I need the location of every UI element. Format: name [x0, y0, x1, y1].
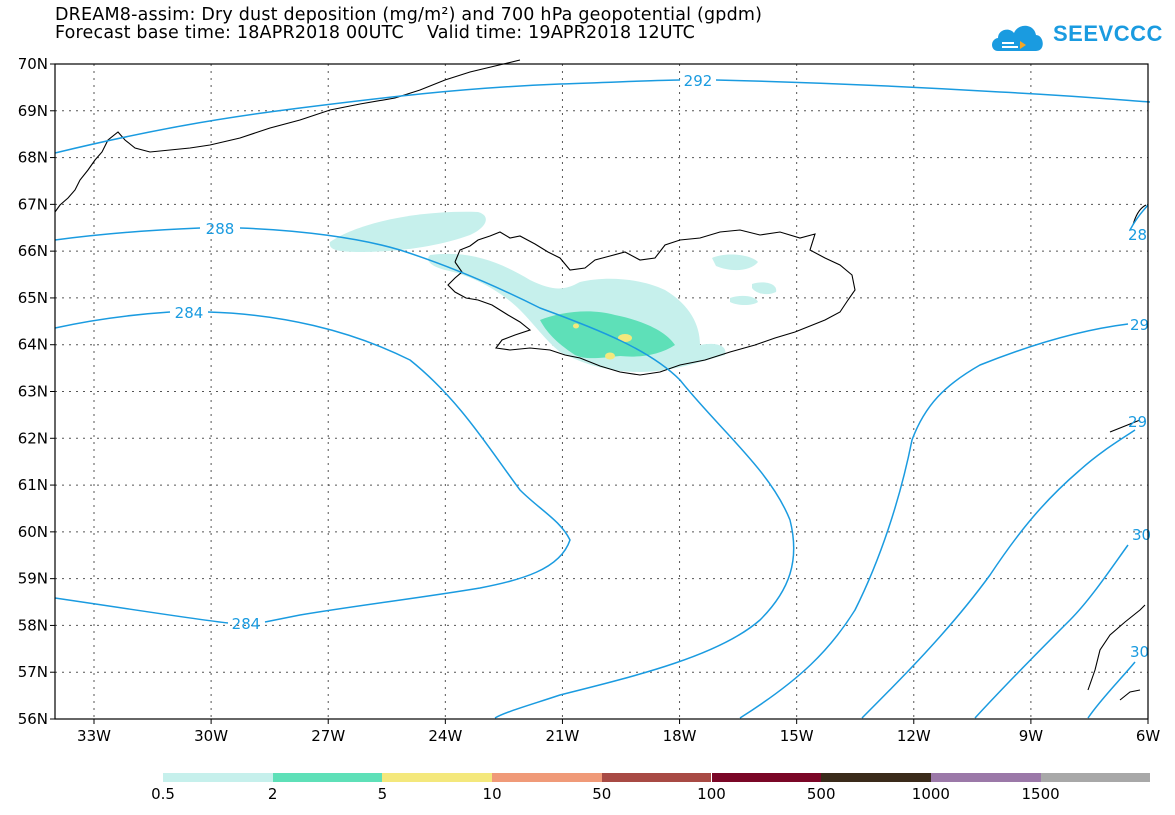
lat-label: 67N — [18, 195, 48, 213]
cloud-icon — [992, 25, 1043, 51]
lon-label: 33W — [77, 727, 111, 745]
contour-label: 28 — [1128, 226, 1147, 244]
lat-label: 69N — [18, 102, 48, 120]
map-plot: 292 288 284 284 28 29 29 30 30 70N 69N 68N… — [18, 55, 1161, 745]
lat-label: 60N — [18, 523, 48, 541]
legend-swatch — [1040, 773, 1151, 782]
lat-label: 59N — [18, 570, 48, 588]
logo-text: SEEVCCC — [1053, 21, 1163, 46]
graticule — [55, 64, 1148, 719]
contour-label: 29 — [1130, 316, 1149, 334]
legend-label: 50 — [592, 785, 612, 803]
lon-label: 21W — [545, 727, 579, 745]
lon-label: 6W — [1136, 727, 1161, 745]
legend-label: 0.5 — [151, 785, 175, 803]
lon-label: 27W — [311, 727, 345, 745]
dust-deposition-field — [329, 211, 777, 372]
legend-swatch — [492, 773, 602, 782]
contour-labels: 292 288 284 284 28 29 29 30 30 — [175, 72, 1151, 661]
geopotential-contours — [54, 79, 1151, 719]
legend-swatch — [711, 773, 822, 782]
lon-label: 12W — [897, 727, 931, 745]
lat-label: 66N — [18, 242, 48, 260]
lat-label: 70N — [18, 55, 48, 73]
legend-swatch — [272, 773, 383, 782]
lat-label: 58N — [18, 616, 48, 634]
lat-label: 65N — [18, 289, 48, 307]
legend-swatch — [821, 773, 931, 782]
lat-label: 56N — [18, 710, 48, 728]
legend-swatch — [163, 773, 273, 782]
contour-label: 292 — [684, 72, 713, 90]
legend-label: 5 — [377, 785, 388, 803]
legend-swatch — [601, 773, 712, 782]
lat-label: 62N — [18, 429, 48, 447]
lon-label: 30W — [194, 727, 228, 745]
legend-label: 1000 — [911, 785, 950, 803]
contour-label: 30 — [1130, 643, 1149, 661]
lon-label: 18W — [663, 727, 697, 745]
contour-label: 29 — [1128, 413, 1147, 431]
lat-label: 63N — [18, 383, 48, 401]
legend-label: 1500 — [1021, 785, 1060, 803]
legend-swatch — [930, 773, 1041, 782]
lat-label: 64N — [18, 336, 48, 354]
lat-label: 57N — [18, 663, 48, 681]
legend-label: 100 — [697, 785, 726, 803]
legend-label: 2 — [267, 785, 278, 803]
lat-label: 61N — [18, 476, 48, 494]
lat-label: 68N — [18, 149, 48, 167]
lon-label: 15W — [780, 727, 814, 745]
legend-swatch — [382, 773, 493, 782]
contour-label: 284 — [175, 304, 204, 322]
legend-label: 500 — [806, 785, 836, 803]
lon-label: 9W — [1019, 727, 1044, 745]
map-title: DREAM8-assim: Dry dust deposition (mg/m²… — [55, 5, 763, 25]
map-subtitle: Forecast base time: 18APR2018 00UTC Vali… — [55, 23, 696, 43]
contour-label: 284 — [232, 615, 261, 633]
lon-label: 24W — [428, 727, 462, 745]
contour-label: 30 — [1132, 526, 1151, 544]
contour-label: 288 — [206, 220, 235, 238]
coastline — [54, 59, 1147, 701]
legend-label: 10 — [482, 785, 502, 803]
